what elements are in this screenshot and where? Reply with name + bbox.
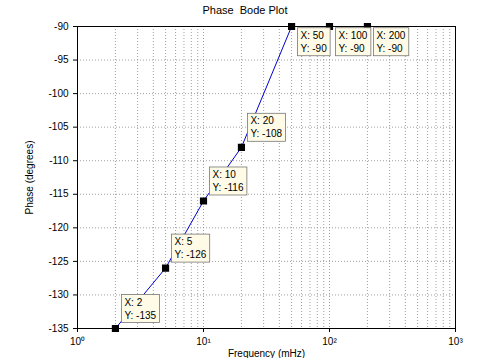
svg-text:X: 200Y: -90: X: 200Y: -90 [376, 30, 405, 54]
svg-text:X: 5Y: -126: X: 5Y: -126 [175, 236, 207, 260]
svg-text:-125: -125 [48, 256, 68, 267]
svg-text:X: 100Y: -90: X: 100Y: -90 [339, 30, 368, 54]
svg-text:-105: -105 [48, 121, 68, 132]
svg-text:-130: -130 [48, 289, 68, 300]
svg-text:10²: 10² [322, 336, 337, 347]
svg-text:X: 50Y: -90: X: 50Y: -90 [301, 30, 328, 54]
svg-text:-100: -100 [48, 88, 68, 99]
svg-text:10⁰: 10⁰ [70, 336, 85, 347]
svg-text:X: 10Y: -116: X: 10Y: -116 [213, 169, 244, 193]
svg-text:-110: -110 [49, 155, 69, 166]
svg-text:Phase (degrees): Phase (degrees) [24, 141, 35, 215]
svg-text:10¹: 10¹ [196, 336, 211, 347]
svg-text:-95: -95 [54, 54, 69, 65]
html-text:Phase Bode Plot: Phase Bode Plot [202, 4, 288, 16]
svg-text:-90: -90 [54, 21, 69, 32]
svg-text:-135: -135 [48, 323, 68, 334]
svg-text:X: 2Y: -135: X: 2Y: -135 [124, 297, 156, 321]
svg-text:Frequency (mHz): Frequency (mHz) [228, 348, 305, 358]
svg-text:-120: -120 [48, 222, 68, 233]
svg-text:-115: -115 [49, 188, 69, 199]
svg-text:10³: 10³ [448, 336, 463, 347]
svg-text:X: 20Y: -108: X: 20Y: -108 [250, 115, 282, 139]
